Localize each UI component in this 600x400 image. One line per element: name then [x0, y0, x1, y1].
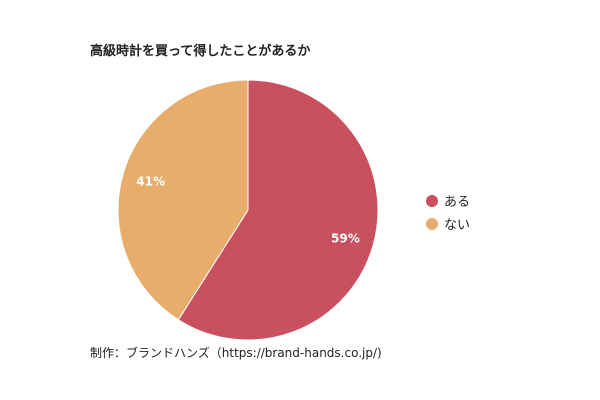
pie-label-nai: 41%	[136, 175, 165, 189]
legend-item-nai[interactable]: ない	[426, 212, 470, 235]
legend: ある ない	[426, 189, 470, 235]
chart-title: 高級時計を買って得したことがあるか	[90, 44, 311, 59]
legend-item-aru[interactable]: ある	[426, 189, 470, 212]
pie-data-labels: 59% 41%	[136, 175, 359, 246]
legend-swatch-aru	[426, 194, 438, 207]
pie-slice-aru[interactable]	[177, 79, 379, 341]
legend-swatch-nai	[426, 217, 438, 230]
credit-text: 制作：ブランドハンズ（https://brand-hands.co.jp/)	[90, 346, 382, 360]
legend-label-nai: ない	[444, 218, 471, 233]
pie-label-aru: 59%	[331, 231, 360, 245]
pie-slices	[117, 79, 379, 341]
legend-label-aru: ある	[444, 195, 471, 210]
pie-slice-nai[interactable]	[117, 79, 249, 321]
